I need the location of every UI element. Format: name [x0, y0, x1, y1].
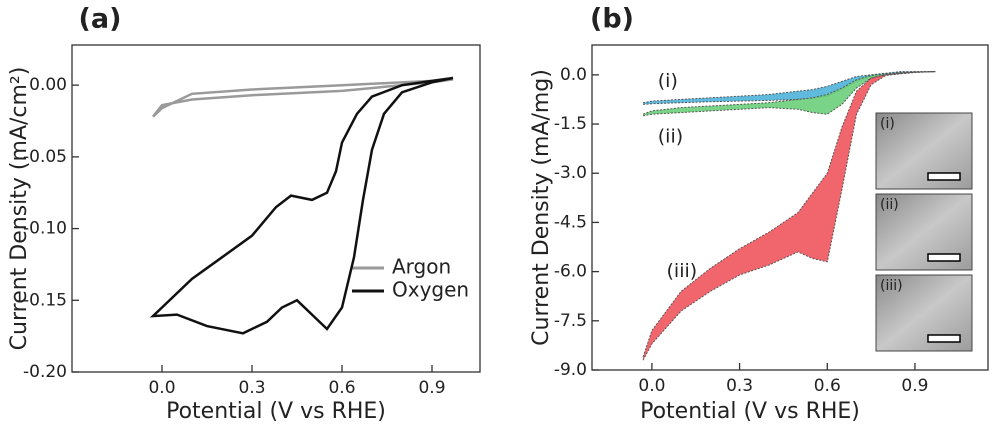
y-axis-label: Current Density (mA/cm²) [7, 67, 32, 351]
y-tick-label: -7.5 [554, 311, 587, 331]
band-lower [643, 71, 936, 117]
scale-bar [927, 334, 961, 343]
x-tick-label: 0.0 [638, 376, 665, 396]
panel-title: (a) [79, 4, 122, 35]
band-fill [643, 71, 936, 105]
band-upper [643, 71, 936, 104]
x-axis-label: Potential (V vs RHE) [640, 399, 860, 424]
scale-bar [927, 253, 961, 262]
band-fill [643, 71, 936, 361]
plot-frame [591, 44, 989, 371]
x-tick-label: 0.0 [148, 378, 175, 398]
y-tick-label: -0.05 [23, 147, 67, 167]
series-label: (iii) [667, 260, 698, 282]
y-tick-label: -0.15 [23, 290, 67, 310]
inset-label: (ii) [880, 197, 899, 213]
band-fill [643, 71, 936, 116]
y-tick-label: -6.0 [554, 262, 587, 282]
series-label: (i) [658, 70, 678, 92]
y-tick-label: -9.0 [554, 360, 587, 380]
y-tick-label: -0.20 [23, 362, 67, 382]
x-tick-label: 0.9 [901, 376, 928, 396]
x-tick-label: 0.6 [814, 376, 841, 396]
data-line [149, 76, 454, 335]
band-lower [643, 71, 936, 105]
x-tick-label: 0.6 [328, 378, 355, 398]
y-tick-label: -3.0 [554, 163, 587, 183]
y-tick-label: 0.0 [560, 65, 587, 85]
y-tick-label: -1.5 [554, 114, 587, 134]
inset-label: (iii) [880, 278, 903, 294]
inset-label: (i) [880, 116, 895, 132]
data-line [152, 78, 454, 118]
band-lower [642, 71, 936, 361]
x-tick-label: 0.3 [726, 376, 753, 396]
inset-image [875, 112, 973, 190]
legend-label: Oxygen [392, 278, 469, 302]
plot-frame [71, 44, 481, 373]
band-upper [642, 71, 936, 358]
panel-title: (b) [590, 4, 634, 35]
x-tick-label: 0.9 [418, 378, 445, 398]
y-tick-label: -0.10 [23, 219, 67, 239]
y-axis-label: Current Density (mA/mg) [529, 69, 554, 346]
band-upper [642, 71, 936, 115]
scale-bar [927, 172, 961, 181]
y-tick-label: 0.00 [29, 75, 67, 95]
x-tick-label: 0.3 [238, 378, 265, 398]
legend-label: Argon [392, 255, 451, 279]
y-tick-label: -4.5 [554, 212, 587, 232]
series-label: (ii) [658, 126, 683, 148]
x-axis-label: Potential (V vs RHE) [166, 399, 386, 424]
